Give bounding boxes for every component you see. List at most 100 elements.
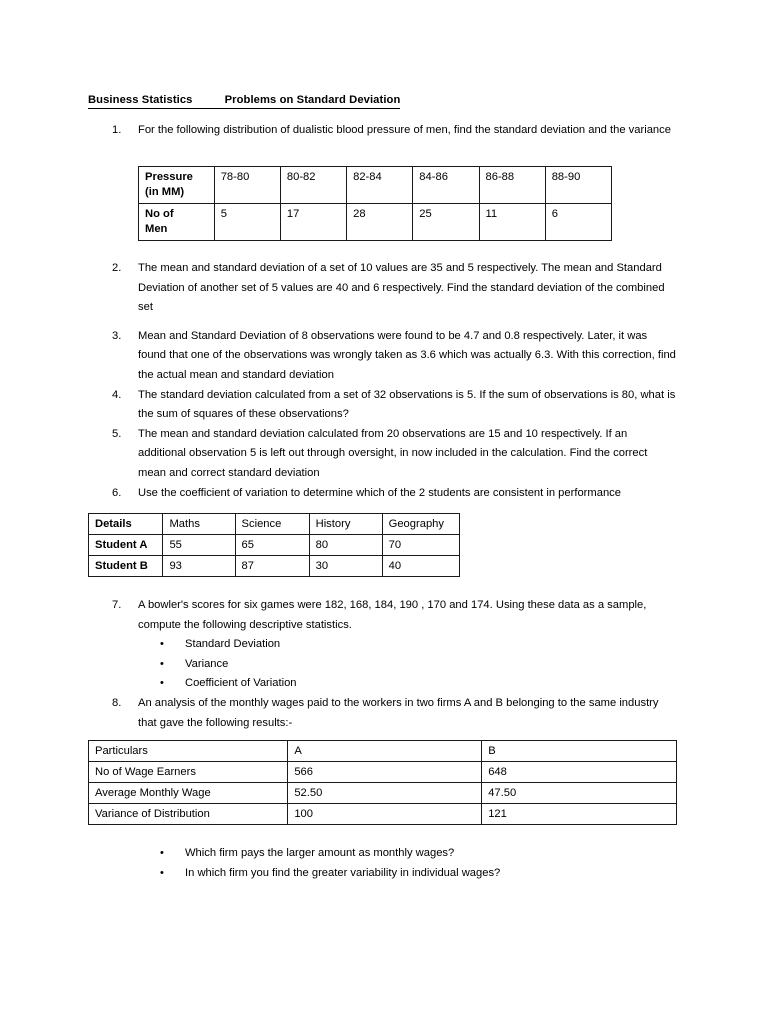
wages-header-cell: A — [287, 740, 483, 762]
wages-cell: 566 — [287, 761, 483, 783]
students-cell: 55 — [162, 534, 236, 556]
wages-row-label: Variance of Distribution — [87, 803, 289, 825]
wages-row-label: No of Wage Earners — [87, 761, 289, 783]
question-5-number: 5. — [112, 427, 122, 440]
pressure-cell: 84-86 — [412, 166, 480, 204]
question-7-number: 7. — [112, 599, 122, 611]
pressure-distribution-table: Pressure (in MM) 78-80 80-82 82-84 84-86… — [138, 166, 613, 241]
question-4: 4. The standard deviation calculated fro… — [112, 386, 678, 425]
bullet-icon: • — [160, 657, 164, 670]
students-row-label: Student B — [87, 555, 164, 577]
question-2-number: 2. — [112, 262, 122, 274]
table-row: No of Men 5 17 28 25 11 6 — [138, 203, 613, 241]
question-8-text: An analysis of the monthly wages paid to… — [138, 696, 659, 729]
question-3-text: Mean and Standard Deviation of 8 observa… — [138, 329, 676, 381]
wages-cell: 52.50 — [287, 782, 483, 804]
question-7: 7. A bowler's scores for six games were … — [112, 596, 678, 635]
men-cell: 5 — [213, 203, 281, 241]
question-2-text: The mean and standard deviation of a set… — [138, 262, 665, 314]
question-4-text: The standard deviation calculated from a… — [138, 388, 676, 421]
men-cell: 11 — [478, 203, 546, 241]
students-header-cell: Details — [87, 513, 164, 535]
wages-cell: 47.50 — [481, 782, 677, 804]
list-item: • Variance — [160, 655, 678, 675]
bullet-icon: • — [160, 847, 164, 859]
bullet-icon: • — [160, 677, 164, 690]
pressure-cell: 78-80 — [213, 166, 281, 204]
wages-cell: 648 — [481, 761, 677, 783]
question-3-number: 3. — [112, 329, 122, 342]
questions-2-to-6: 2. The mean and standard deviation of a … — [112, 259, 678, 503]
bullet-text: Coefficient of Variation — [185, 677, 297, 690]
list-item: • In which firm you find the greater var… — [160, 864, 670, 884]
question-1: 1. For the following distribution of dua… — [112, 121, 678, 141]
table-row: Average Monthly Wage 52.50 47.50 — [87, 782, 677, 804]
table-row: Student A 55 65 80 70 — [87, 534, 461, 556]
firm-wages-table: Particulars A B No of Wage Earners 566 6… — [87, 740, 677, 825]
list-item: • Which firm pays the larger amount as m… — [160, 844, 670, 864]
question-1-text: For the following distribution of dualis… — [138, 124, 671, 136]
question-6: 6. Use the coefficient of variation to d… — [112, 484, 678, 504]
table-row: No of Wage Earners 566 648 — [87, 761, 677, 783]
wages-header-cell: Particulars — [87, 740, 289, 762]
men-cell: 25 — [412, 203, 480, 241]
pressure-label-line1: Pressure — [145, 171, 193, 183]
questions-7-to-8: 7. A bowler's scores for six games were … — [112, 596, 678, 733]
students-cell: 40 — [381, 555, 461, 577]
question-2: 2. The mean and standard deviation of a … — [112, 259, 678, 318]
men-label-line2: Men — [145, 223, 168, 235]
table-header-row: Particulars A B — [87, 740, 677, 762]
bullet-text: Which firm pays the larger amount as mon… — [185, 847, 455, 859]
students-header-cell: Geography — [381, 513, 461, 535]
question-4-number: 4. — [112, 388, 122, 401]
men-cell: 28 — [346, 203, 414, 241]
bullet-text: In which firm you find the greater varia… — [185, 866, 501, 879]
students-marks-table: Details Maths Science History Geography … — [87, 513, 461, 577]
question-8-bullet-list: • Which firm pays the larger amount as m… — [160, 844, 670, 883]
men-row-label: No of Men — [138, 203, 215, 241]
students-cell: 30 — [308, 555, 383, 577]
question-6-text: Use the coefficient of variation to dete… — [138, 486, 621, 499]
question-5-text: The mean and standard deviation calculat… — [138, 427, 648, 479]
wages-header-cell: B — [481, 740, 677, 762]
wages-row-label: Average Monthly Wage — [87, 782, 289, 804]
table-header-row: Details Maths Science History Geography — [87, 513, 461, 535]
list-item: • Standard Deviation — [160, 635, 678, 655]
wages-cell: 100 — [287, 803, 483, 825]
students-row-label: Student A — [87, 534, 164, 556]
pressure-label-line2: (in MM) — [145, 186, 185, 198]
table-row: Variance of Distribution 100 121 — [87, 803, 677, 825]
students-header-cell: Maths — [162, 513, 236, 535]
bullet-text: Standard Deviation — [185, 638, 281, 651]
question-8: 8. An analysis of the monthly wages paid… — [112, 694, 678, 733]
bullet-text: Variance — [185, 657, 229, 670]
list-item: • Coefficient of Variation — [160, 674, 678, 694]
students-cell: 80 — [308, 534, 383, 556]
students-cell: 65 — [234, 534, 310, 556]
table-row: Student B 93 87 30 40 — [87, 555, 461, 577]
page-title: Business Statistics Problems on Standard… — [88, 93, 401, 109]
pressure-cell: 86-88 — [478, 166, 546, 204]
pressure-row-label: Pressure (in MM) — [138, 166, 215, 204]
question-7-text: A bowler's scores for six games were 182… — [138, 599, 647, 631]
question-5: 5. The mean and standard deviation calcu… — [112, 425, 678, 484]
question-8-number: 8. — [112, 696, 122, 709]
students-cell: 87 — [234, 555, 310, 577]
students-cell: 70 — [381, 534, 461, 556]
table-row: Pressure (in MM) 78-80 80-82 82-84 84-86… — [138, 166, 613, 204]
pressure-cell: 88-90 — [544, 166, 613, 204]
pressure-cell: 80-82 — [279, 166, 348, 204]
students-cell: 93 — [162, 555, 236, 577]
question-1-number: 1. — [112, 124, 122, 136]
question-6-number: 6. — [112, 486, 122, 499]
students-header-cell: History — [308, 513, 383, 535]
question-7-bullet-list: • Standard Deviation • Variance • Coeffi… — [160, 635, 678, 694]
students-header-cell: Science — [234, 513, 310, 535]
pressure-cell: 82-84 — [346, 166, 414, 204]
men-cell: 17 — [279, 203, 348, 241]
men-cell: 6 — [544, 203, 613, 241]
men-label-line1: No of — [145, 208, 174, 220]
question-3: 3. Mean and Standard Deviation of 8 obse… — [112, 327, 678, 386]
bullet-icon: • — [160, 866, 164, 879]
